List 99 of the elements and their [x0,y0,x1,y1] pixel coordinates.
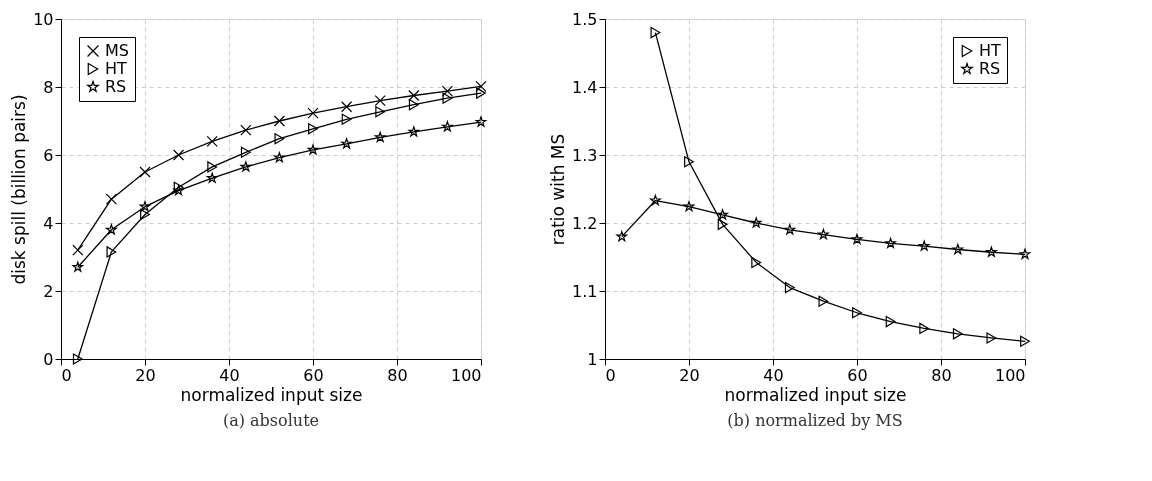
point [475,80,487,92]
x-tick-label: 0 [605,365,616,385]
point [918,240,930,251]
point [72,244,84,256]
y-tick-label: 8 [43,77,54,97]
legend-label: HT [979,41,1002,60]
point [308,123,318,135]
point [173,185,184,196]
point [72,261,84,272]
point [442,92,453,104]
point [683,201,695,212]
point [139,201,151,212]
x-tick-label: 20 [679,365,700,385]
y-tick-label: 1.3 [572,145,598,165]
point [173,181,184,193]
y-tick-label: 0 [43,349,54,369]
point [408,99,419,111]
point [273,115,285,127]
point [408,126,420,137]
x-tick-label: 60 [303,365,324,385]
point [616,231,628,242]
point [818,228,829,240]
point [139,166,151,178]
y-tick-label: 1 [587,349,598,369]
point [240,146,251,158]
x-tick-label: 80 [387,365,408,385]
x-tick-label: 20 [135,365,156,385]
point [240,161,252,172]
point [207,161,218,173]
point [952,243,964,255]
y-tick-label: 1.5 [572,9,598,29]
point [206,172,218,183]
point [986,246,997,257]
point [240,124,252,136]
legend-label: RS [979,59,1001,78]
y-axis-title: disk spill (billion pairs) [9,94,30,285]
y-tick-label: 2 [43,281,54,301]
y-tick-label: 1.4 [572,77,598,97]
x-tick-label: 100 [450,365,482,385]
point [274,152,285,163]
point [374,95,386,107]
legend-label: MS [105,41,129,60]
point [307,144,319,155]
point [650,194,661,206]
point [441,85,453,97]
point [341,101,353,113]
point [105,193,117,205]
x-tick-label: 40 [763,365,784,385]
point [173,149,185,161]
point [717,218,728,230]
legend-label: RS [105,77,127,96]
point [852,307,862,319]
point [851,233,863,244]
point [274,133,285,145]
x-tick-label: 100 [994,365,1026,385]
point [919,322,930,334]
point [717,209,728,220]
point [784,224,796,235]
point [375,106,386,118]
point [986,332,997,344]
point [206,135,218,147]
point [476,87,486,99]
point [341,138,352,149]
point [442,121,453,132]
y-axis-title: ratio with MS [548,133,569,246]
point [885,316,896,328]
y-tick-label: 1.2 [572,213,598,233]
point [684,156,694,168]
point [650,27,661,39]
text: (b) normalized by MS [727,411,903,430]
point [885,237,896,249]
y-tick-label: 1.1 [572,281,598,301]
y-tick-label: 6 [43,145,54,165]
x-tick-label: 40 [219,365,240,385]
x-tick-label: 80 [931,365,952,385]
point [374,131,386,142]
point [1020,335,1030,347]
point [818,295,829,307]
point [106,224,117,235]
point [408,89,420,102]
point [106,246,117,258]
point [1019,248,1031,259]
point [72,353,83,365]
legend-label: HT [105,59,128,78]
text: (a) absolute [222,411,320,430]
x-tick-label: 0 [61,365,72,385]
point [784,282,795,294]
point [750,217,762,228]
point [952,328,963,340]
y-tick-label: 10 [33,9,54,29]
x-axis-title: normalized input size [180,384,363,405]
x-tick-label: 60 [847,365,868,385]
point [475,116,487,127]
x-axis-title: normalized input size [724,384,907,405]
point [307,107,319,119]
y-tick-label: 4 [43,213,54,233]
point [341,113,352,125]
point [140,208,150,221]
point [751,256,762,269]
